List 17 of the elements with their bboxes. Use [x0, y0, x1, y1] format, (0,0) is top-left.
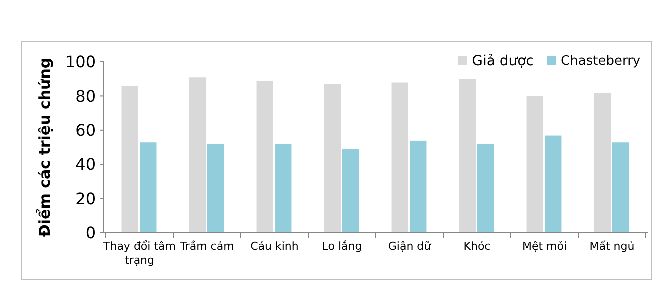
x-tick-label: Mất ngủ [590, 240, 635, 253]
x-tick-label: Khóc [464, 240, 491, 253]
x-tick-label: Thay đổi tâm trạng [102, 240, 176, 267]
x-tick-label: Lo lắng [322, 240, 362, 253]
x-tick-label: Trầm cảm [179, 240, 234, 253]
y-axis-title: Điểm các triệu chứng [36, 58, 54, 238]
y-tick-label: 60 [76, 121, 96, 140]
x-tick-label: Mệt mỏi [522, 240, 568, 253]
y-tick-label: 100 [65, 52, 96, 72]
legend-label: Giả dược [472, 53, 534, 70]
y-tick-label: 80 [76, 86, 96, 106]
x-tick-label: Cáu kỉnh [250, 240, 299, 253]
y-tick-label: 20 [76, 189, 96, 208]
y-tick-label: 0 [86, 224, 96, 243]
y-tick-label: 40 [76, 155, 96, 174]
x-tick-label: Giận dữ [388, 240, 432, 253]
legend-label: Chasteberry [561, 54, 641, 70]
